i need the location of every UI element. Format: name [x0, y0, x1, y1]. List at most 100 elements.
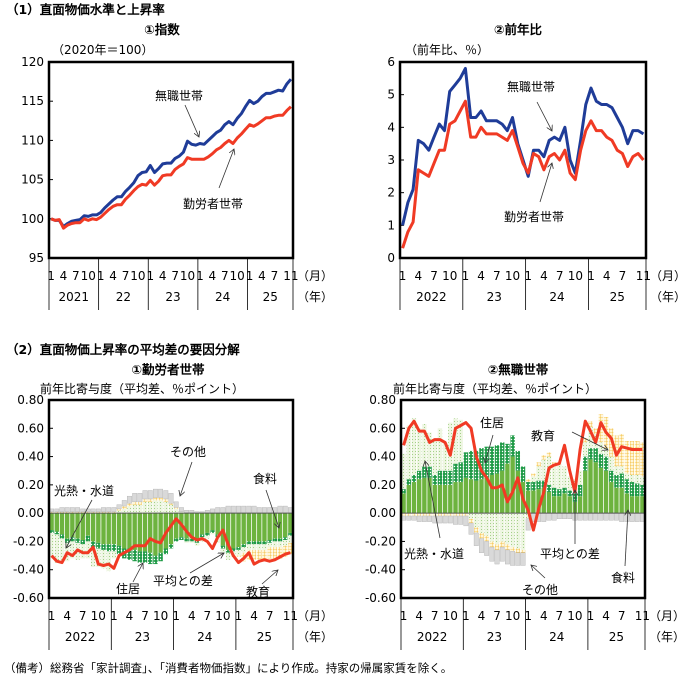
bar-other — [173, 501, 179, 508]
x-tick-month: 7 — [79, 609, 87, 623]
bar-utilities — [422, 424, 427, 467]
bar-housing — [54, 531, 59, 535]
bar-education — [541, 455, 546, 460]
label-housing: 住居 — [480, 416, 504, 430]
arrow — [571, 431, 608, 450]
bar-education — [406, 513, 411, 516]
plot-frame — [398, 60, 648, 260]
bar-other — [158, 488, 164, 498]
bar-other — [619, 512, 625, 522]
bar-food — [598, 467, 604, 514]
bar-other — [262, 507, 267, 514]
x-tick-month: 7 — [493, 609, 501, 623]
bar-utilities — [70, 541, 75, 559]
y-tick-label: 0.80 — [369, 393, 396, 407]
x-tick-month: 4 — [109, 269, 117, 283]
bar-food — [583, 470, 588, 514]
bar-other — [556, 512, 562, 520]
bar-food — [127, 513, 132, 549]
arrow — [218, 149, 234, 189]
bar-food — [85, 513, 91, 536]
bar-other — [541, 512, 547, 522]
bar-housing — [500, 442, 505, 471]
bar-other — [614, 512, 619, 521]
bar-food — [458, 482, 463, 514]
x-tick-year: 2022 — [65, 630, 96, 644]
arrow — [265, 489, 279, 528]
bar-education — [106, 511, 111, 514]
bar-education — [158, 497, 163, 501]
bar-housing — [205, 532, 210, 536]
bar-utilities — [458, 419, 463, 463]
label-utilities: 光熱・水道 — [54, 484, 114, 498]
bar-housing — [525, 482, 531, 491]
bar-other — [577, 512, 583, 521]
bar-other — [551, 512, 557, 521]
bar-food — [484, 477, 489, 514]
bar-housing — [598, 453, 604, 468]
x-unit-year: （年） — [297, 630, 333, 644]
bar-housing — [520, 466, 526, 483]
x-unit-month: （月） — [649, 609, 679, 623]
label-food: 食料 — [611, 570, 635, 585]
bar-food — [215, 513, 220, 535]
arrow — [625, 510, 628, 567]
x-tick-month: 4 — [477, 269, 485, 283]
bar-utilities — [158, 500, 163, 514]
bar-education — [173, 507, 179, 509]
bar-other — [453, 515, 458, 525]
bar-education — [515, 548, 521, 553]
bar-other — [256, 507, 262, 514]
bar-other — [95, 508, 101, 512]
bar-other — [629, 512, 635, 522]
bar-education — [629, 441, 635, 475]
bar-other — [215, 507, 221, 514]
bar-education — [484, 535, 489, 542]
bar-utilities — [210, 532, 215, 535]
bar-food — [624, 493, 630, 514]
bar-utilities — [437, 428, 443, 471]
bar-utilities — [640, 476, 645, 485]
bar-housing — [262, 541, 267, 545]
bar-education — [635, 441, 640, 475]
bar-food — [148, 513, 153, 553]
bar-housing — [288, 532, 293, 536]
bar-education — [427, 513, 432, 516]
bar-housing — [583, 456, 588, 471]
bar-housing — [401, 489, 406, 494]
bar-education — [153, 497, 158, 501]
x-tick-month: 10 — [180, 269, 195, 283]
y-tick-label: 1 — [387, 218, 395, 232]
bar-utilities — [236, 549, 241, 556]
bar-other — [416, 515, 422, 522]
bar-housing — [137, 551, 143, 563]
label-diff: 平均との差 — [153, 574, 213, 588]
arrow — [536, 101, 552, 131]
bar-housing — [422, 466, 427, 478]
series-line-勤労者世帯 — [50, 105, 292, 230]
bar-food — [505, 463, 510, 514]
bar-education — [510, 547, 515, 552]
bar-utilities — [220, 548, 226, 555]
x-tick-month: 1 — [196, 269, 204, 283]
bar-utilities — [96, 548, 101, 567]
bar-food — [603, 470, 609, 514]
bar-food — [609, 482, 614, 514]
bar-food — [153, 513, 158, 556]
label-food: 食料 — [253, 471, 277, 486]
bar-housing — [416, 470, 422, 480]
bar-food — [241, 513, 246, 545]
x-tick-month: 10 — [81, 269, 96, 283]
bar-food — [122, 513, 127, 549]
bar-housing — [609, 470, 614, 483]
bar-housing — [59, 534, 65, 539]
bar-housing — [70, 537, 75, 542]
bar-food — [551, 496, 557, 514]
bar-education — [90, 511, 96, 514]
x-tick-month: 10 — [130, 269, 145, 283]
bar-education — [520, 549, 526, 553]
bar-education — [236, 555, 241, 557]
bar-other — [85, 508, 91, 512]
bar-housing — [427, 466, 432, 478]
bar-utilities — [609, 456, 614, 471]
